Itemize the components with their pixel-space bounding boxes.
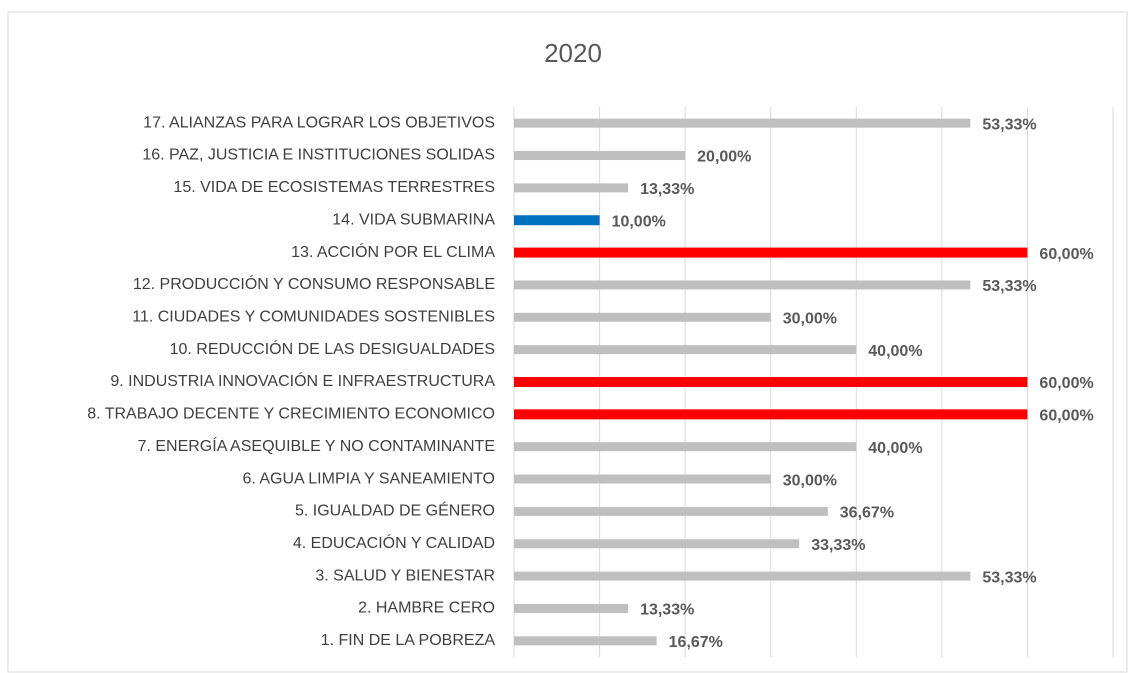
- bar: [514, 312, 771, 322]
- category-label: 3. SALUD Y BIENESTAR: [315, 567, 495, 584]
- bar: [514, 183, 629, 193]
- category-label: 13. ACCIÓN POR EL CLIMA: [291, 242, 495, 261]
- category-label: 12. PRODUCCIÓN Y CONSUMO RESPONSABLE: [133, 274, 495, 293]
- category-label: 7. ENERGÍA ASEQUIBLE Y NO CONTAMINANTE: [138, 436, 495, 455]
- category-label: 15. VIDA DE ECOSISTEMAS TERRESTRES: [173, 179, 495, 196]
- value-label: 40,00%: [868, 440, 922, 457]
- bar: [514, 215, 600, 226]
- value-label: 20,00%: [697, 149, 751, 166]
- bar: [514, 539, 800, 549]
- bar: [514, 636, 657, 646]
- category-label: 9. INDUSTRIA INNOVACIÓN E INFRAESTRUCTUR…: [110, 371, 495, 390]
- category-label: 10. REDUCCIÓN DE LAS DESIGUALDADES: [170, 339, 495, 358]
- category-label: 11. CIUDADES Y COMUNIDADES SOSTENIBLES: [132, 309, 495, 326]
- category-label: 14. VIDA SUBMARINA: [332, 211, 495, 228]
- value-label: 60,00%: [1039, 408, 1093, 425]
- bar: [514, 474, 771, 484]
- bar: [514, 345, 857, 355]
- bar: [514, 442, 857, 452]
- value-label: 53,33%: [982, 278, 1036, 295]
- category-label: 5. IGUALDAD DE GÉNERO: [295, 501, 495, 520]
- value-label: 16,67%: [669, 634, 723, 651]
- value-label: 30,00%: [783, 472, 837, 489]
- value-label: 33,33%: [811, 537, 865, 554]
- value-label: 60,00%: [1039, 246, 1093, 263]
- bar: [514, 377, 1028, 387]
- bar: [514, 409, 1028, 420]
- bar: [514, 571, 971, 581]
- value-label: 13,33%: [640, 181, 694, 198]
- bar: [514, 506, 828, 516]
- value-label: 53,33%: [982, 116, 1036, 133]
- category-label: 6. AGUA LIMPIA Y SANEAMIENTO: [242, 470, 495, 487]
- category-label: 4. EDUCACIÓN Y CALIDAD: [293, 533, 495, 552]
- category-label: 8. TRABAJO DECENTE Y CRECIMIENTO ECONOMI…: [87, 406, 495, 423]
- value-label: 53,33%: [982, 569, 1036, 586]
- value-label: 13,33%: [640, 602, 694, 619]
- bar: [514, 151, 686, 161]
- value-label: 30,00%: [783, 311, 837, 328]
- value-label: 36,67%: [840, 505, 894, 522]
- value-label: 10,00%: [612, 213, 666, 230]
- value-label: 40,00%: [868, 343, 922, 360]
- chart-title: 2020: [544, 38, 602, 68]
- bar: [514, 118, 971, 128]
- category-label: 16. PAZ, JUSTICIA E INSTITUCIONES SOLIDA…: [142, 147, 495, 164]
- bar: [514, 603, 629, 613]
- category-label: 2. HAMBRE CERO: [358, 600, 495, 617]
- value-label: 60,00%: [1039, 375, 1093, 392]
- bar: [514, 247, 1028, 258]
- bar: [514, 280, 971, 290]
- category-label: 17. ALIANZAS PARA LOGRAR LOS OBJETIVOS: [143, 114, 495, 131]
- category-label: 1. FIN DE LA POBREZA: [321, 632, 496, 649]
